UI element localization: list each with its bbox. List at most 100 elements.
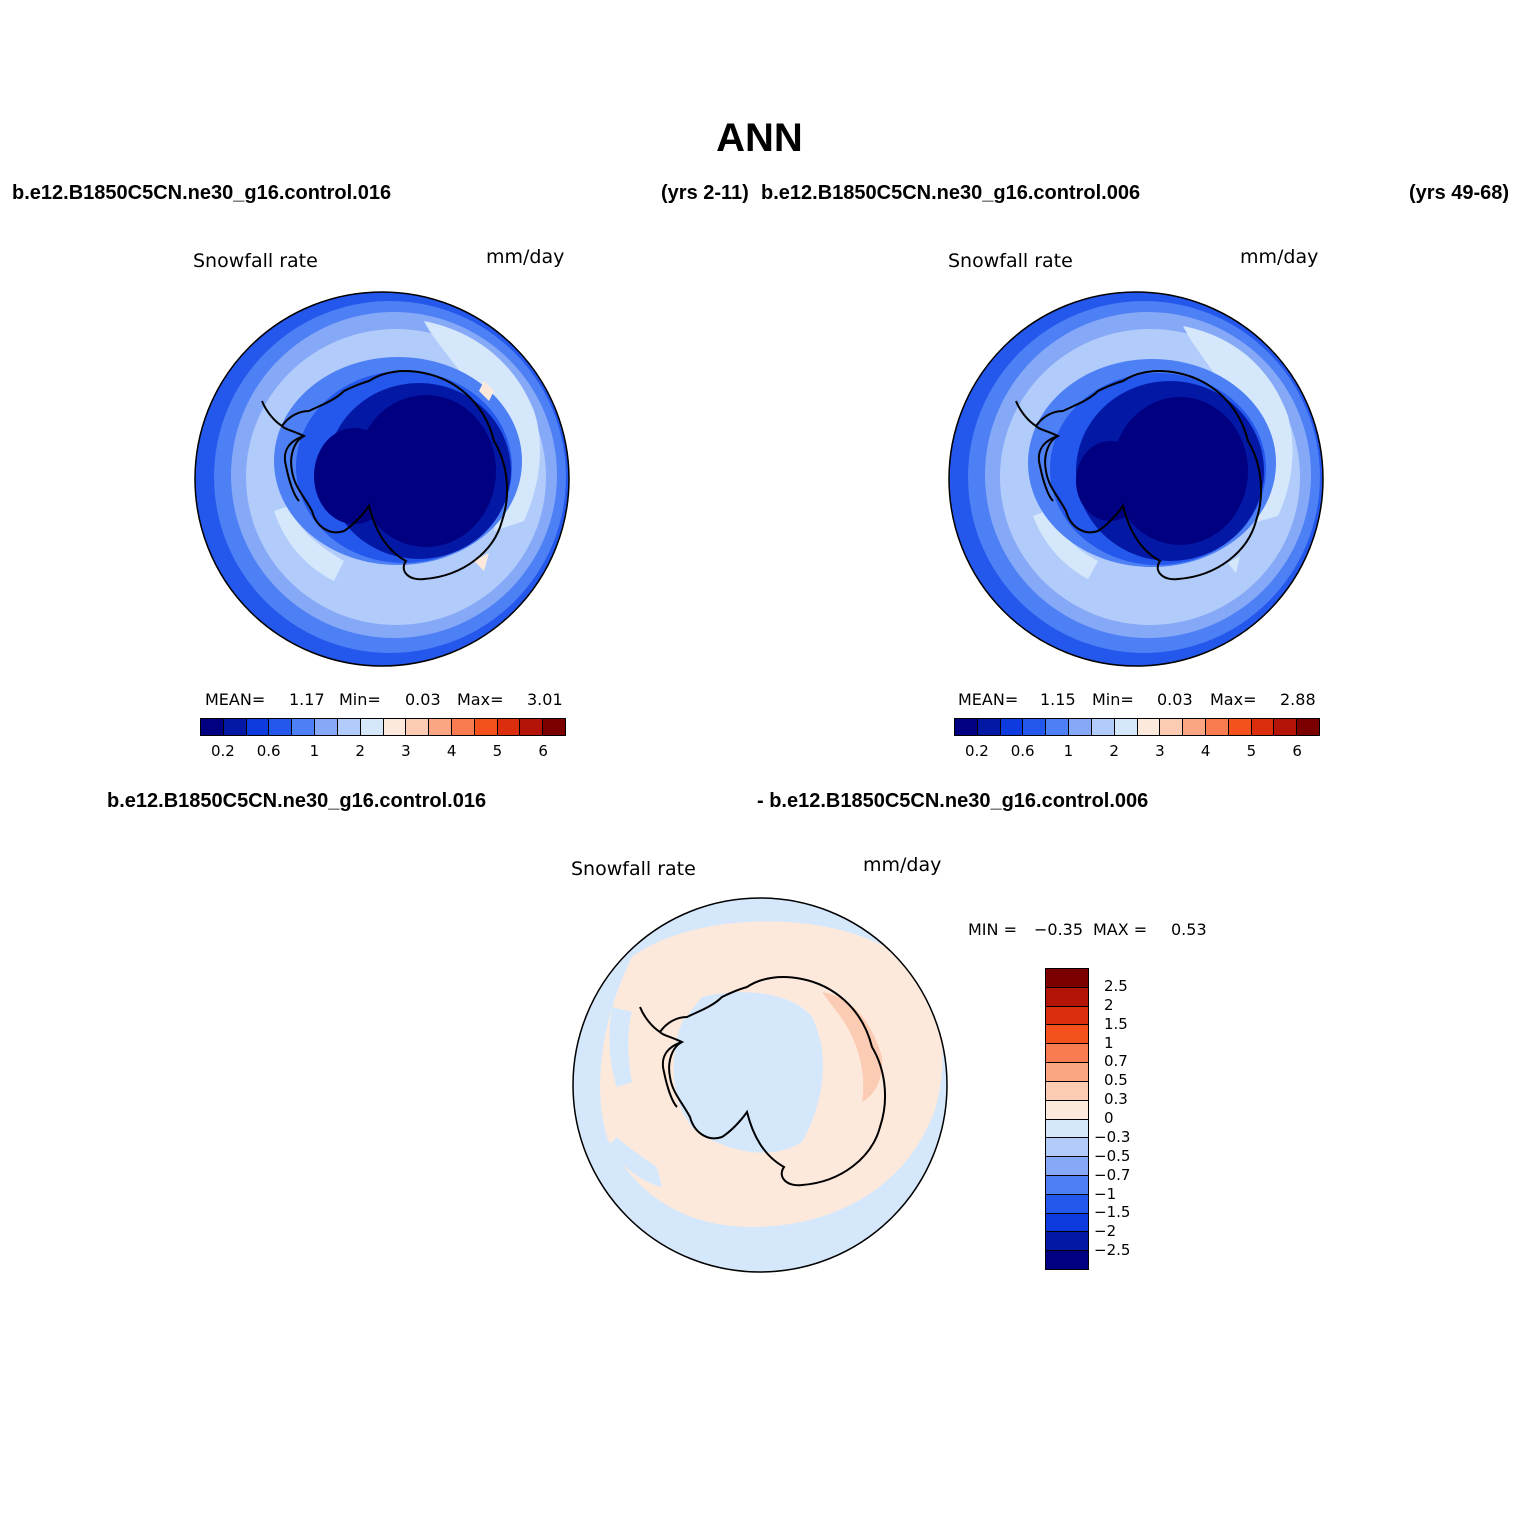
min-value-right: 0.03 bbox=[1157, 690, 1193, 709]
min-label-left: Min= bbox=[339, 690, 381, 709]
colorbar-swatch bbox=[1046, 1063, 1088, 1082]
colorbar-tick-label: 2 bbox=[1109, 742, 1119, 760]
case-name-right: b.e12.B1850C5CN.ne30_g16.control.006 bbox=[761, 182, 1141, 204]
colorbar-tick-label: 1 bbox=[309, 742, 320, 760]
colorbar-diff bbox=[1045, 968, 1089, 1270]
colorbar-tick-label: −2.5 bbox=[1094, 1241, 1131, 1260]
max-label-left: Max= bbox=[457, 690, 504, 709]
mean-value-right: 1.15 bbox=[1040, 690, 1076, 709]
colorbar-swatch bbox=[315, 719, 338, 735]
colorbar-tick-label: 0.2 bbox=[210, 742, 235, 760]
colorbar-swatch bbox=[955, 719, 978, 735]
variable-label-left: Snowfall rate bbox=[193, 250, 318, 272]
colorbar-swatch bbox=[1046, 1044, 1088, 1064]
colorbar-tick-label: 0.5 bbox=[1104, 1071, 1128, 1090]
years-right: (yrs 49-68) bbox=[1409, 182, 1510, 204]
max-label-right: Max= bbox=[1210, 690, 1257, 709]
units-label-diff: mm/day bbox=[863, 854, 942, 876]
colorbar-tick-label: 4 bbox=[446, 742, 457, 760]
colorbar-swatch bbox=[543, 719, 565, 735]
colorbar-tick-label: 1.5 bbox=[1104, 1014, 1128, 1033]
colorbar-swatch bbox=[406, 719, 430, 735]
colorbar-tick-label: −1 bbox=[1094, 1184, 1117, 1203]
colorbar-swatch bbox=[1251, 719, 1275, 735]
colorbar-swatch bbox=[451, 719, 475, 735]
colorbar-tick-label: −2 bbox=[1094, 1222, 1117, 1241]
colorbar-swatch bbox=[1046, 1232, 1088, 1252]
colorbar-tick-label: 0 bbox=[1104, 1109, 1114, 1127]
colorbar-swatch bbox=[1137, 719, 1161, 735]
units-label-right: mm/day bbox=[1240, 246, 1319, 268]
variable-label-right: Snowfall rate bbox=[948, 250, 1073, 272]
min-label-right: Min= bbox=[1092, 690, 1134, 709]
colorbar-tick-label: −0.7 bbox=[1094, 1165, 1131, 1184]
colorbar-swatch bbox=[1046, 969, 1088, 988]
variable-label-diff: Snowfall rate bbox=[571, 858, 696, 880]
colorbar-diff-ticks: 2.5 2 1.5 1 0.7 0.5 0.3 0 −0.3 −0.5 −0.7 −1 −1.5 −2 −2… bbox=[1094, 968, 1154, 1270]
mean-label-right: MEAN= bbox=[958, 690, 1019, 709]
mean-value-left: 1.17 bbox=[289, 690, 325, 709]
colorbar-right bbox=[954, 718, 1320, 736]
colorbar-swatch bbox=[1046, 1138, 1088, 1158]
colorbar-tick-label: 2 bbox=[1104, 995, 1114, 1014]
years-left: (yrs 2-11) bbox=[661, 182, 749, 204]
colorbar-swatch bbox=[1091, 719, 1115, 735]
colorbar-swatch bbox=[1046, 1175, 1088, 1195]
colorbar-swatch bbox=[269, 719, 293, 735]
colorbar-tick-label: 5 bbox=[1246, 742, 1257, 760]
colorbar-swatch bbox=[360, 719, 384, 735]
colorbar-swatch bbox=[1000, 719, 1024, 735]
colorbar-swatch bbox=[1046, 1251, 1088, 1269]
colorbar-tick-label: −0.3 bbox=[1094, 1127, 1131, 1146]
min-value-left: 0.03 bbox=[405, 690, 441, 709]
colorbar-tick-label: 6 bbox=[1292, 742, 1302, 760]
colorbar-swatch bbox=[1114, 719, 1138, 735]
colorbar-swatch bbox=[977, 719, 1001, 735]
colorbar-tick-label: 1 bbox=[1104, 1033, 1114, 1052]
colorbar-tick-label: 4 bbox=[1200, 742, 1211, 760]
colorbar-swatch bbox=[429, 719, 452, 735]
colorbar-swatch bbox=[1297, 719, 1319, 735]
diff-case-a: b.e12.B1850C5CN.ne30_g16.control.016 bbox=[107, 790, 487, 812]
colorbar-tick-label: 6 bbox=[538, 742, 548, 760]
diff-case-b: - b.e12.B1850C5CN.ne30_g16.control.006 bbox=[757, 790, 1149, 812]
colorbar-swatch bbox=[1046, 1025, 1088, 1045]
case-name-left: b.e12.B1850C5CN.ne30_g16.control.016 bbox=[12, 182, 392, 204]
units-label-left: mm/day bbox=[486, 246, 565, 268]
colorbar-swatch bbox=[474, 719, 498, 735]
colorbar-tick-label: 1 bbox=[1063, 742, 1074, 760]
colorbar-swatch bbox=[246, 719, 270, 735]
colorbar-swatch bbox=[1205, 719, 1229, 735]
colorbar-tick-label: 2.5 bbox=[1104, 976, 1128, 995]
snowfall-map-left bbox=[194, 291, 570, 667]
colorbar-swatch bbox=[1023, 719, 1047, 735]
colorbar-ticks-right: 0.2 0.6 1 2 3 4 5 6 bbox=[954, 742, 1320, 762]
max-value-left: 3.01 bbox=[527, 690, 563, 709]
colorbar-swatch bbox=[1046, 719, 1070, 735]
colorbar-swatch bbox=[1183, 719, 1206, 735]
colorbar-swatch bbox=[1069, 719, 1092, 735]
colorbar-tick-label: −1.5 bbox=[1094, 1203, 1131, 1222]
snowfall-diff-map bbox=[572, 897, 948, 1273]
snowfall-map-right bbox=[948, 291, 1324, 667]
colorbar-tick-label: 5 bbox=[492, 742, 503, 760]
colorbar-swatch bbox=[1046, 1006, 1088, 1026]
colorbar-ticks-left: 0.2 0.6 1 2 3 4 5 6 bbox=[200, 742, 566, 762]
colorbar-swatch bbox=[383, 719, 407, 735]
colorbar-tick-label: 2 bbox=[355, 742, 365, 760]
colorbar-swatch bbox=[1046, 1194, 1088, 1214]
colorbar-swatch bbox=[1046, 987, 1088, 1007]
diff-max-value: 0.53 bbox=[1171, 920, 1207, 939]
colorbar-swatch bbox=[1046, 1119, 1088, 1139]
colorbar-swatch bbox=[1046, 1157, 1088, 1176]
colorbar-tick-label: 0.2 bbox=[964, 742, 989, 760]
colorbar-tick-label: 3 bbox=[401, 742, 411, 760]
colorbar-tick-label: 0.3 bbox=[1104, 1090, 1128, 1109]
colorbar-swatch bbox=[1046, 1213, 1088, 1233]
colorbar-left bbox=[200, 718, 566, 736]
colorbar-swatch bbox=[292, 719, 316, 735]
colorbar-swatch bbox=[497, 719, 521, 735]
colorbar-swatch bbox=[223, 719, 247, 735]
diff-max-label: MAX = bbox=[1093, 920, 1148, 939]
colorbar-tick-label: 0.6 bbox=[1010, 742, 1035, 760]
